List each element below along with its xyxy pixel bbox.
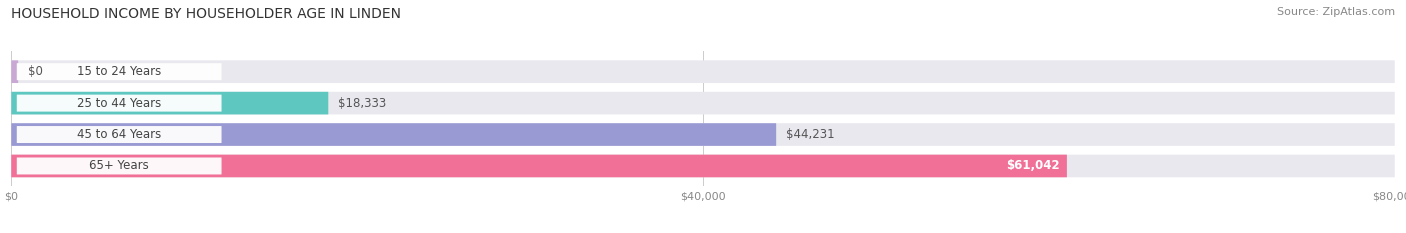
FancyBboxPatch shape bbox=[17, 63, 222, 80]
FancyBboxPatch shape bbox=[17, 158, 222, 175]
Text: 45 to 64 Years: 45 to 64 Years bbox=[77, 128, 162, 141]
FancyBboxPatch shape bbox=[11, 155, 1395, 177]
Text: 65+ Years: 65+ Years bbox=[90, 159, 149, 172]
Text: $44,231: $44,231 bbox=[786, 128, 835, 141]
Text: Source: ZipAtlas.com: Source: ZipAtlas.com bbox=[1277, 7, 1395, 17]
FancyBboxPatch shape bbox=[11, 123, 1395, 146]
FancyBboxPatch shape bbox=[17, 126, 222, 143]
FancyBboxPatch shape bbox=[11, 92, 1395, 114]
Text: $61,042: $61,042 bbox=[1007, 159, 1060, 172]
Text: HOUSEHOLD INCOME BY HOUSEHOLDER AGE IN LINDEN: HOUSEHOLD INCOME BY HOUSEHOLDER AGE IN L… bbox=[11, 7, 401, 21]
FancyBboxPatch shape bbox=[11, 60, 1395, 83]
FancyBboxPatch shape bbox=[11, 92, 328, 114]
Text: $0: $0 bbox=[28, 65, 42, 78]
FancyBboxPatch shape bbox=[11, 155, 1067, 177]
Text: 25 to 44 Years: 25 to 44 Years bbox=[77, 97, 162, 110]
FancyBboxPatch shape bbox=[11, 60, 18, 83]
Text: $18,333: $18,333 bbox=[337, 97, 387, 110]
FancyBboxPatch shape bbox=[11, 123, 776, 146]
FancyBboxPatch shape bbox=[17, 95, 222, 112]
Text: 15 to 24 Years: 15 to 24 Years bbox=[77, 65, 162, 78]
